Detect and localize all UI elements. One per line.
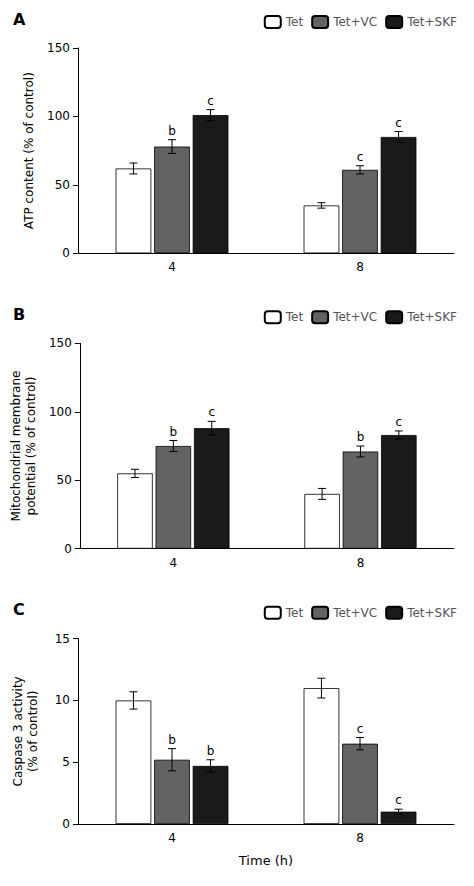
- svg-text:ATP content (% of control): ATP content (% of control): [22, 72, 36, 229]
- svg-text:(% of control): (% of control): [26, 691, 40, 773]
- svg-text:b: b: [207, 744, 215, 758]
- svg-text:15: 15: [55, 632, 70, 646]
- svg-text:150: 150: [49, 336, 72, 350]
- svg-text:Tet+VC: Tet+VC: [332, 310, 377, 324]
- svg-text:8: 8: [357, 556, 365, 570]
- svg-text:Tet+VC: Tet+VC: [332, 15, 377, 29]
- svg-text:Tet: Tet: [285, 15, 304, 29]
- svg-text:potential (% of control): potential (% of control): [24, 377, 38, 516]
- svg-text:10: 10: [55, 693, 70, 707]
- svg-text:Tet+SKF: Tet+SKF: [406, 606, 457, 620]
- svg-text:0: 0: [64, 542, 72, 556]
- svg-text:4: 4: [170, 556, 178, 570]
- svg-text:b: b: [168, 124, 176, 138]
- svg-text:b: b: [357, 430, 365, 444]
- svg-text:C: C: [13, 600, 25, 619]
- svg-text:100: 100: [49, 405, 72, 419]
- svg-text:Caspase 3 activity: Caspase 3 activity: [11, 676, 25, 786]
- svg-text:150: 150: [47, 41, 70, 55]
- svg-text:100: 100: [47, 109, 70, 123]
- svg-text:B: B: [13, 305, 25, 324]
- svg-text:Tet+SKF: Tet+SKF: [406, 310, 457, 324]
- svg-text:c: c: [396, 415, 403, 429]
- svg-text:c: c: [208, 405, 215, 419]
- svg-text:c: c: [395, 116, 402, 130]
- svg-text:b: b: [170, 425, 178, 439]
- svg-text:Tet: Tet: [285, 606, 304, 620]
- svg-text:Mitochondrial membrane: Mitochondrial membrane: [9, 371, 23, 522]
- svg-text:0: 0: [62, 246, 70, 260]
- svg-text:50: 50: [57, 473, 72, 487]
- svg-text:4: 4: [168, 831, 176, 845]
- svg-text:4: 4: [168, 260, 176, 274]
- svg-text:c: c: [357, 150, 364, 164]
- svg-text:Time (h): Time (h): [238, 853, 293, 868]
- svg-text:8: 8: [356, 831, 364, 845]
- svg-text:Tet+VC: Tet+VC: [332, 606, 377, 620]
- svg-text:c: c: [357, 722, 364, 736]
- svg-text:8: 8: [356, 260, 364, 274]
- svg-text:A: A: [13, 10, 26, 29]
- svg-text:5: 5: [62, 755, 70, 769]
- svg-text:50: 50: [55, 178, 70, 192]
- svg-text:0: 0: [62, 817, 70, 831]
- svg-text:c: c: [207, 94, 214, 108]
- svg-text:c: c: [395, 793, 402, 807]
- svg-text:Tet: Tet: [285, 310, 304, 324]
- svg-text:Tet+SKF: Tet+SKF: [406, 15, 457, 29]
- svg-text:b: b: [168, 733, 176, 747]
